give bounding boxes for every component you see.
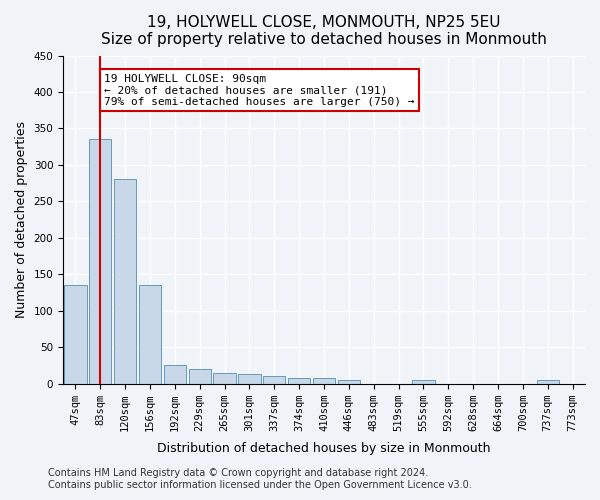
Bar: [536, 380, 559, 384]
Text: Contains HM Land Registry data © Crown copyright and database right 2024.
Contai: Contains HM Land Registry data © Crown c…: [48, 468, 472, 490]
Bar: [89, 140, 112, 384]
Text: 19 HOLYWELL CLOSE: 90sqm
← 20% of detached houses are smaller (191)
79% of semi-: 19 HOLYWELL CLOSE: 90sqm ← 20% of detach…: [104, 74, 415, 107]
Bar: [288, 378, 310, 384]
Bar: [214, 372, 236, 384]
Bar: [263, 376, 286, 384]
Title: 19, HOLYWELL CLOSE, MONMOUTH, NP25 5EU
Size of property relative to detached hou: 19, HOLYWELL CLOSE, MONMOUTH, NP25 5EU S…: [101, 15, 547, 48]
Bar: [338, 380, 360, 384]
Bar: [188, 369, 211, 384]
Bar: [114, 180, 136, 384]
X-axis label: Distribution of detached houses by size in Monmouth: Distribution of detached houses by size …: [157, 442, 491, 455]
Bar: [164, 366, 186, 384]
Y-axis label: Number of detached properties: Number of detached properties: [15, 121, 28, 318]
Bar: [64, 285, 86, 384]
Bar: [313, 378, 335, 384]
Bar: [412, 380, 434, 384]
Bar: [139, 285, 161, 384]
Bar: [238, 374, 260, 384]
